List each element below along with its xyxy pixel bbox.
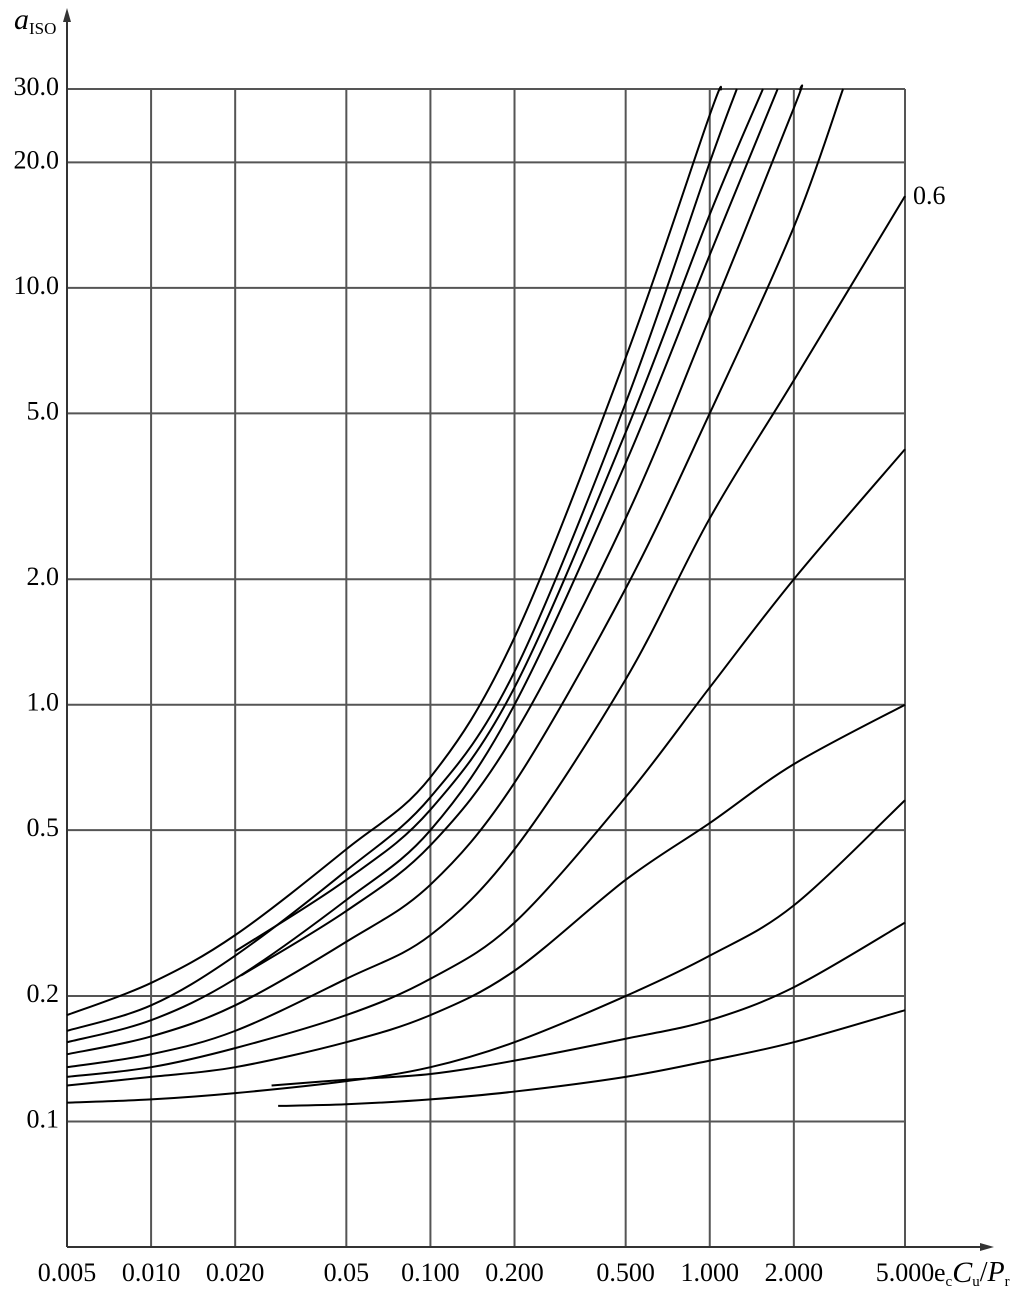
x-axis-arrow [980, 1243, 994, 1251]
curve [66, 88, 779, 1044]
x-label-part: r [1005, 1274, 1010, 1290]
x-tick-label: 5.000 [876, 1258, 935, 1287]
x-tick-label: 0.500 [596, 1258, 655, 1287]
curve [271, 921, 906, 1087]
x-label-part: u [972, 1274, 980, 1290]
y-tick-label: 5.0 [27, 396, 60, 425]
curve [66, 88, 844, 1056]
curve [240, 84, 804, 977]
curve [66, 799, 906, 1104]
curve [66, 703, 906, 1087]
curve [66, 85, 723, 1017]
curve [66, 88, 738, 1032]
y-tick-label: 0.2 [27, 979, 60, 1008]
y-tick-label: 1.0 [27, 688, 60, 717]
x-label-part: C [952, 1256, 973, 1289]
curve-label: 0.6 [913, 181, 946, 210]
x-tick-label: 0.200 [485, 1258, 544, 1287]
curve [234, 88, 764, 953]
y-axis-arrow [63, 8, 71, 22]
y-tick-label: 0.5 [27, 813, 60, 842]
x-tick-label: 0.005 [38, 1258, 97, 1287]
y-tick-label: 2.0 [27, 562, 60, 591]
y-tick-label: 10.0 [14, 271, 60, 300]
x-axis-label: ecCu/Pr [934, 1256, 1010, 1291]
x-label-part: c [946, 1274, 953, 1290]
curve [278, 1009, 906, 1107]
y-tick-label: 0.1 [27, 1104, 60, 1133]
x-tick-label: 0.05 [324, 1258, 370, 1287]
x-label-part: / [980, 1257, 988, 1288]
curve [66, 195, 906, 1069]
x-label-part: e [934, 1258, 946, 1287]
y-label-symbol: a [14, 3, 29, 36]
y-label-subscript: ISO [29, 19, 56, 38]
y-axis-label: aISO [14, 3, 56, 38]
x-tick-label: 0.100 [401, 1258, 460, 1287]
x-tick-label: 1.000 [681, 1258, 740, 1287]
x-tick-label: 2.000 [765, 1258, 824, 1287]
y-tick-label: 20.0 [14, 145, 60, 174]
y-tick-label: 30.0 [14, 72, 60, 101]
x-label-part: P [987, 1257, 1005, 1288]
x-tick-label: 0.020 [206, 1258, 265, 1287]
x-tick-label: 0.010 [122, 1258, 181, 1287]
curve [66, 448, 906, 1078]
